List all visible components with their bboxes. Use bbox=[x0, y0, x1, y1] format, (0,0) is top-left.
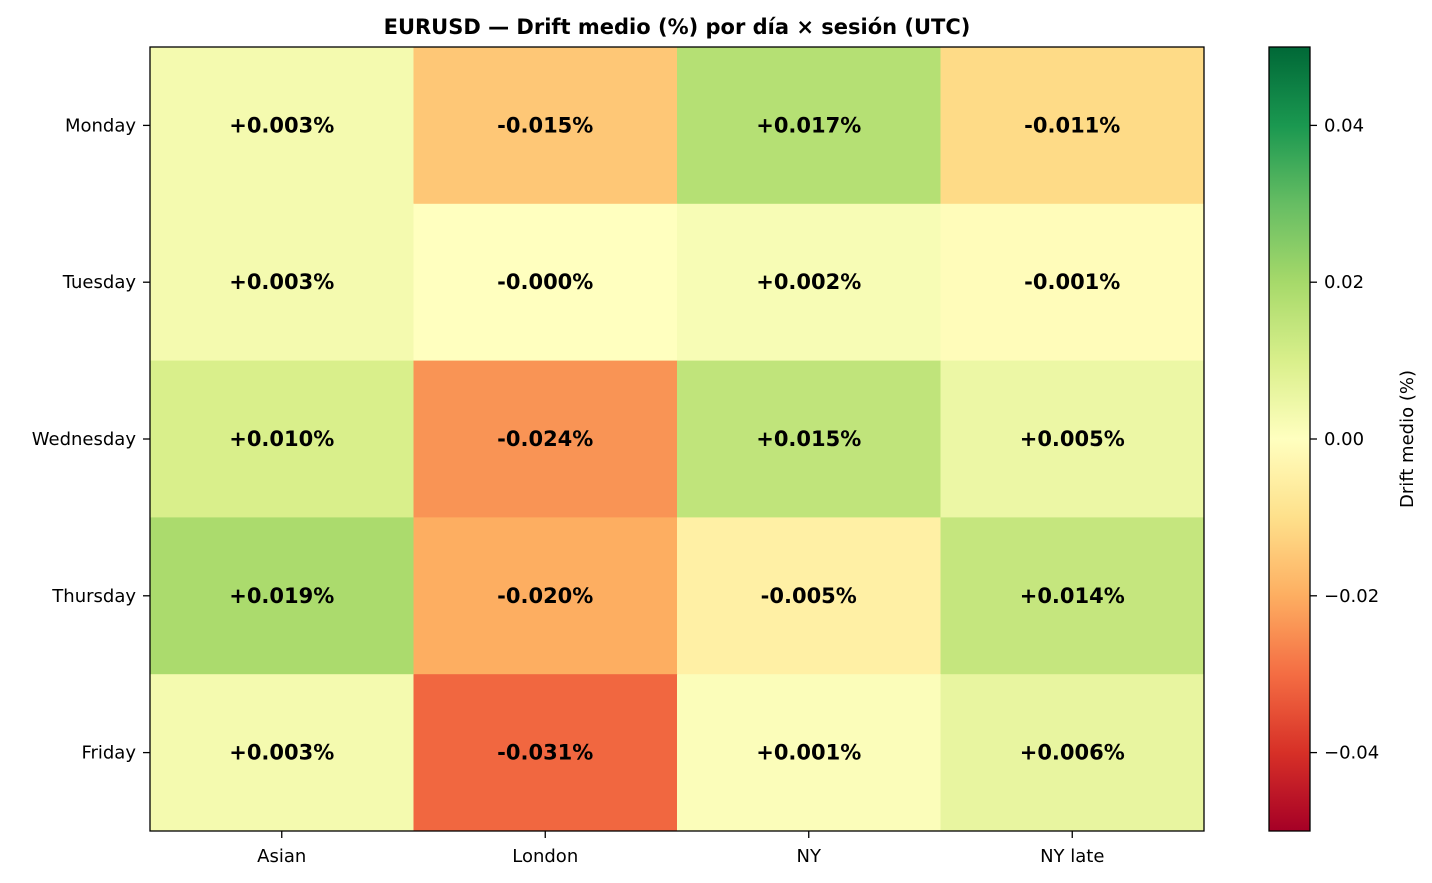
colorbar-tick-label: −0.02 bbox=[1324, 586, 1379, 607]
heatmap-cell bbox=[150, 47, 414, 205]
colorbar-tick-label: 0.02 bbox=[1324, 272, 1364, 293]
y-tick-label: Friday bbox=[81, 743, 136, 764]
cell-value-label: +0.006% bbox=[1020, 741, 1125, 765]
x-axis: Asian London NY NY late bbox=[257, 831, 1104, 867]
chart-title: EURUSD — Drift medio (%) por día × sesió… bbox=[384, 15, 971, 39]
x-tick-label: NY bbox=[797, 846, 822, 867]
heatmap-cells bbox=[150, 47, 1205, 832]
cell-value-label: +0.003% bbox=[229, 270, 334, 294]
cell-value-label: +0.017% bbox=[756, 113, 861, 137]
colorbar-label: Drift medio (%) bbox=[1397, 370, 1418, 508]
colorbar-tick-label: 0.04 bbox=[1324, 115, 1364, 136]
heatmap-cell bbox=[940, 360, 1205, 518]
x-tick-label: Asian bbox=[257, 846, 306, 867]
cell-value-label: +0.010% bbox=[229, 427, 334, 451]
heatmap-cell bbox=[940, 203, 1205, 362]
cell-value-label: +0.019% bbox=[229, 584, 334, 608]
cell-value-label: +0.003% bbox=[229, 113, 334, 137]
cell-value-label: +0.005% bbox=[1020, 427, 1125, 451]
cell-value-label: -0.001% bbox=[1024, 270, 1120, 294]
cell-value-label: -0.031% bbox=[497, 741, 593, 765]
cell-value-label: -0.011% bbox=[1024, 113, 1120, 137]
heatmap-cell bbox=[413, 203, 678, 362]
heatmap-cell bbox=[677, 203, 941, 362]
heatmap-cell bbox=[150, 517, 414, 675]
colorbar-ticks: 0.04 0.02 0.00 −0.02 −0.04 bbox=[1310, 115, 1379, 764]
heatmap-cell bbox=[150, 360, 414, 518]
colorbar bbox=[1268, 46, 1311, 832]
cell-value-label: -0.020% bbox=[497, 584, 593, 608]
cell-value-label: -0.000% bbox=[497, 270, 593, 294]
heatmap-cell bbox=[677, 47, 941, 205]
cell-value-label: +0.003% bbox=[229, 741, 334, 765]
cell-value-label: -0.024% bbox=[497, 427, 593, 451]
heatmap-cell bbox=[150, 674, 414, 832]
heatmap-cell bbox=[677, 674, 941, 832]
cell-value-label: +0.015% bbox=[756, 427, 861, 451]
heatmap-cell bbox=[413, 360, 678, 518]
heatmap-cell bbox=[940, 517, 1205, 675]
heatmap-cell bbox=[677, 360, 941, 518]
heatmap-cell bbox=[413, 47, 678, 205]
y-tick-label: Thursday bbox=[51, 586, 136, 607]
y-tick-label: Wednesday bbox=[32, 429, 137, 450]
heatmap-cell bbox=[940, 47, 1205, 205]
cell-labels: +0.003% -0.015% +0.017% -0.011% +0.003% -0.00… bbox=[229, 113, 1125, 764]
y-tick-label: Tuesday bbox=[62, 272, 137, 293]
y-tick-label: Monday bbox=[65, 115, 136, 136]
colorbar-tick-label: −0.04 bbox=[1324, 743, 1379, 764]
heatmap-cell bbox=[940, 674, 1205, 832]
heatmap-cell bbox=[677, 517, 941, 675]
cell-value-label: +0.002% bbox=[756, 270, 861, 294]
cell-value-label: +0.014% bbox=[1020, 584, 1125, 608]
y-axis: Monday Tuesday Wednesday Thursday Friday bbox=[32, 115, 150, 764]
colorbar-tick-label: 0.00 bbox=[1324, 429, 1364, 450]
heatmap-cell bbox=[413, 674, 678, 832]
heatmap-cell bbox=[150, 203, 414, 362]
cell-value-label: -0.015% bbox=[497, 113, 593, 137]
x-tick-label: NY late bbox=[1040, 846, 1104, 867]
x-tick-label: London bbox=[512, 846, 578, 867]
heatmap-cell bbox=[413, 517, 678, 675]
cell-value-label: -0.005% bbox=[761, 584, 857, 608]
cell-value-label: +0.001% bbox=[756, 741, 861, 765]
